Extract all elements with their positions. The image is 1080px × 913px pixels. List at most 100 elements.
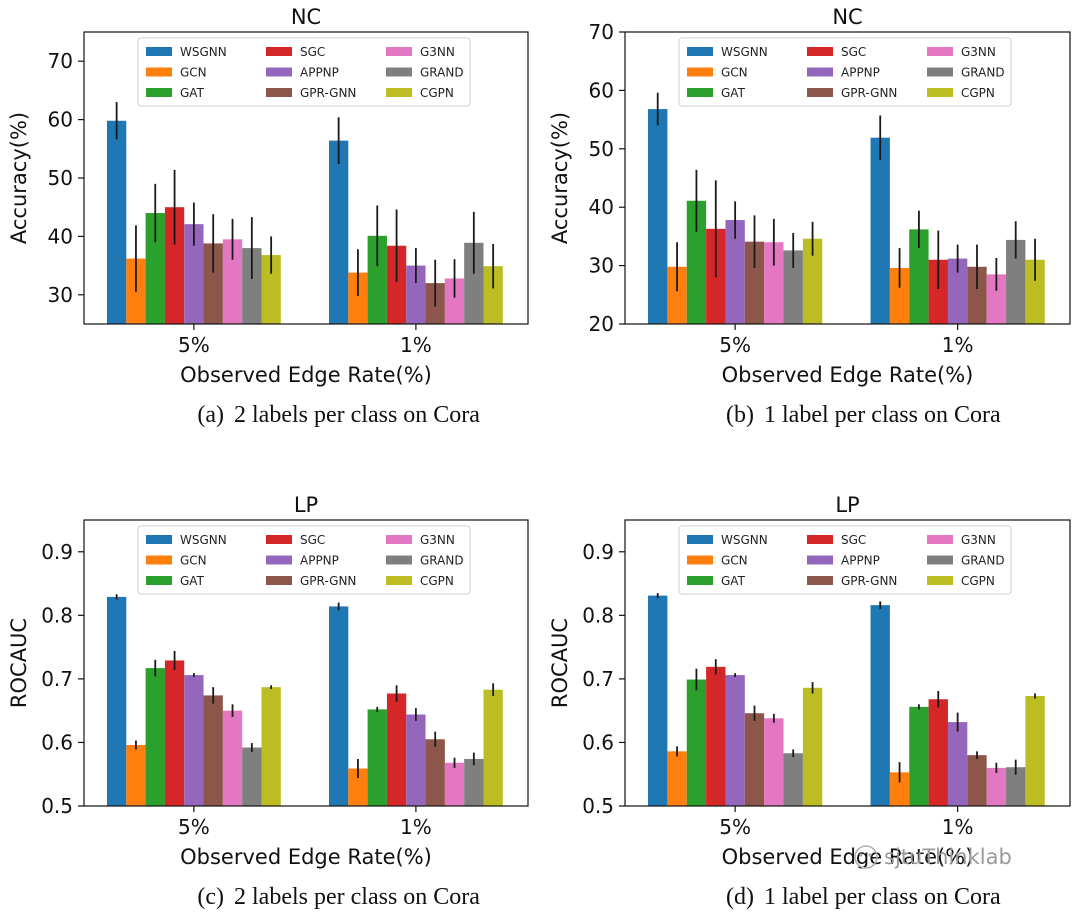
bar-cgpn bbox=[802, 687, 823, 806]
y-axis-label: Accuracy(%) bbox=[7, 112, 31, 244]
bar-cgpn bbox=[1025, 696, 1045, 806]
y-axis-label: ROCAUC bbox=[7, 618, 31, 708]
legend: WSGNN GCN GAT SGC APPNP GPR-GNN G3NN GRAND CGPN bbox=[137, 525, 471, 595]
legend-swatch bbox=[927, 67, 953, 77]
panel-c-lp-2-labels: LP ROCAUC 0.5 0.6 0.7 0.8 0.9 5% 1% Observed Edge… bbox=[7, 493, 529, 910]
legend-swatch bbox=[266, 576, 292, 585]
bar-sgc bbox=[164, 207, 185, 324]
legend-swatch bbox=[807, 576, 833, 585]
y-tick-label: 30 bbox=[589, 254, 614, 278]
wechat-icon-eye-left bbox=[859, 853, 863, 857]
legend-label: GCN bbox=[180, 554, 207, 568]
legend-label: SGC bbox=[300, 533, 325, 547]
bar-sgc bbox=[386, 693, 407, 806]
x-axis-label: Observed Edge Rate(%) bbox=[722, 363, 974, 387]
caption-label: (c) bbox=[197, 884, 224, 910]
caption-text: 2 labels per class on Cora bbox=[234, 884, 480, 910]
legend-swatch bbox=[927, 555, 953, 565]
y-tick-label: 20 bbox=[589, 312, 614, 336]
legend-swatch bbox=[146, 555, 172, 565]
y-tick-label: 0.6 bbox=[582, 730, 614, 754]
legend-label: GPR-GNN bbox=[300, 86, 356, 100]
bar-sgc bbox=[386, 245, 407, 324]
y-tick-label: 0.7 bbox=[41, 667, 73, 691]
legend-label: GRAND bbox=[961, 66, 1005, 80]
legend-label: GPR-GNN bbox=[300, 574, 356, 588]
legend-label: SGC bbox=[841, 533, 866, 547]
bar-appnp bbox=[947, 258, 968, 324]
bar-grand bbox=[783, 753, 803, 806]
y-tick-label: 50 bbox=[589, 137, 614, 161]
y-tick-label: 0.6 bbox=[41, 730, 73, 754]
bar-grand bbox=[783, 250, 803, 324]
bar-wsgnn bbox=[106, 120, 127, 324]
bar-cgpn bbox=[1025, 259, 1045, 324]
panel-d-lp-1-label: LP ROCAUC 0.5 0.6 0.7 0.8 0.9 5% 1% Observed Edge… bbox=[548, 493, 1071, 910]
legend-label: GCN bbox=[180, 66, 207, 80]
legend: WSGNN GCN GAT SGC APPNP GPR-GNN G3NN GRAND CGPN bbox=[678, 37, 1012, 107]
plot-frame bbox=[624, 519, 1071, 807]
legend-label: APPNP bbox=[300, 66, 339, 80]
legend-label: SGC bbox=[841, 45, 866, 59]
legend-swatch bbox=[386, 535, 412, 544]
legend-label: GAT bbox=[721, 86, 746, 100]
x-tick-label: 5% bbox=[719, 815, 751, 839]
plot-frame bbox=[83, 519, 529, 807]
bar-gat bbox=[686, 679, 707, 806]
legend-swatch bbox=[807, 67, 833, 77]
legend-swatch bbox=[807, 535, 833, 544]
bar-appnp bbox=[725, 675, 745, 806]
x-tick-label: 1% bbox=[942, 333, 974, 357]
legend-swatch bbox=[927, 576, 953, 585]
legend-swatch bbox=[807, 555, 833, 565]
caption-label: (d) bbox=[726, 884, 754, 910]
bar-gcn bbox=[126, 744, 146, 806]
bar-gpr-gnn bbox=[203, 243, 223, 324]
legend-swatch bbox=[687, 576, 713, 585]
legend-swatch bbox=[146, 576, 172, 585]
watermark-text: sjtuThinklab bbox=[884, 845, 1012, 869]
bar-appnp bbox=[184, 224, 204, 324]
legend-label: APPNP bbox=[841, 554, 880, 568]
bar-gpr-gnn bbox=[967, 266, 987, 324]
bar-wsgnn bbox=[328, 606, 349, 806]
legend-swatch bbox=[146, 47, 172, 56]
legend-swatch bbox=[266, 535, 292, 544]
x-tick-label: 5% bbox=[178, 333, 210, 357]
bar-gat bbox=[145, 213, 165, 324]
legend-swatch bbox=[927, 47, 953, 56]
legend-label: GRAND bbox=[420, 554, 464, 568]
legend-label: WSGNN bbox=[721, 45, 768, 59]
panel-title: NC bbox=[832, 5, 862, 29]
bar-g3nn bbox=[444, 278, 465, 324]
bar-g3nn bbox=[764, 242, 784, 324]
legend-swatch bbox=[146, 67, 172, 77]
bar-sgc bbox=[164, 660, 185, 806]
wechat-icon bbox=[854, 845, 878, 869]
legend-swatch bbox=[266, 88, 292, 97]
bar-gpr-gnn bbox=[744, 713, 765, 806]
x-tick-label: 1% bbox=[942, 815, 974, 839]
bar-sgc bbox=[928, 699, 948, 806]
bar-gat bbox=[909, 229, 929, 324]
legend-swatch bbox=[266, 555, 292, 565]
bar-g3nn bbox=[444, 762, 465, 806]
legend-label: CGPN bbox=[961, 574, 995, 588]
panel-title: NC bbox=[291, 5, 321, 29]
x-tick-label: 1% bbox=[400, 815, 432, 839]
bar-gpr-gnn bbox=[203, 695, 223, 806]
bar-cgpn bbox=[261, 255, 281, 324]
bar-wsgnn bbox=[328, 140, 349, 324]
bar-gat bbox=[367, 235, 387, 324]
bar-grand bbox=[1006, 239, 1026, 324]
bar-g3nn bbox=[222, 710, 243, 806]
y-tick-label: 70 bbox=[48, 49, 73, 73]
y-tick-label: 60 bbox=[589, 78, 614, 102]
bar-gpr-gnn bbox=[744, 241, 765, 324]
legend-label: CGPN bbox=[420, 86, 454, 100]
bar-grand bbox=[242, 747, 262, 806]
panel-title: LP bbox=[835, 493, 859, 517]
bar-sgc bbox=[928, 259, 948, 324]
legend-label: GAT bbox=[180, 86, 205, 100]
